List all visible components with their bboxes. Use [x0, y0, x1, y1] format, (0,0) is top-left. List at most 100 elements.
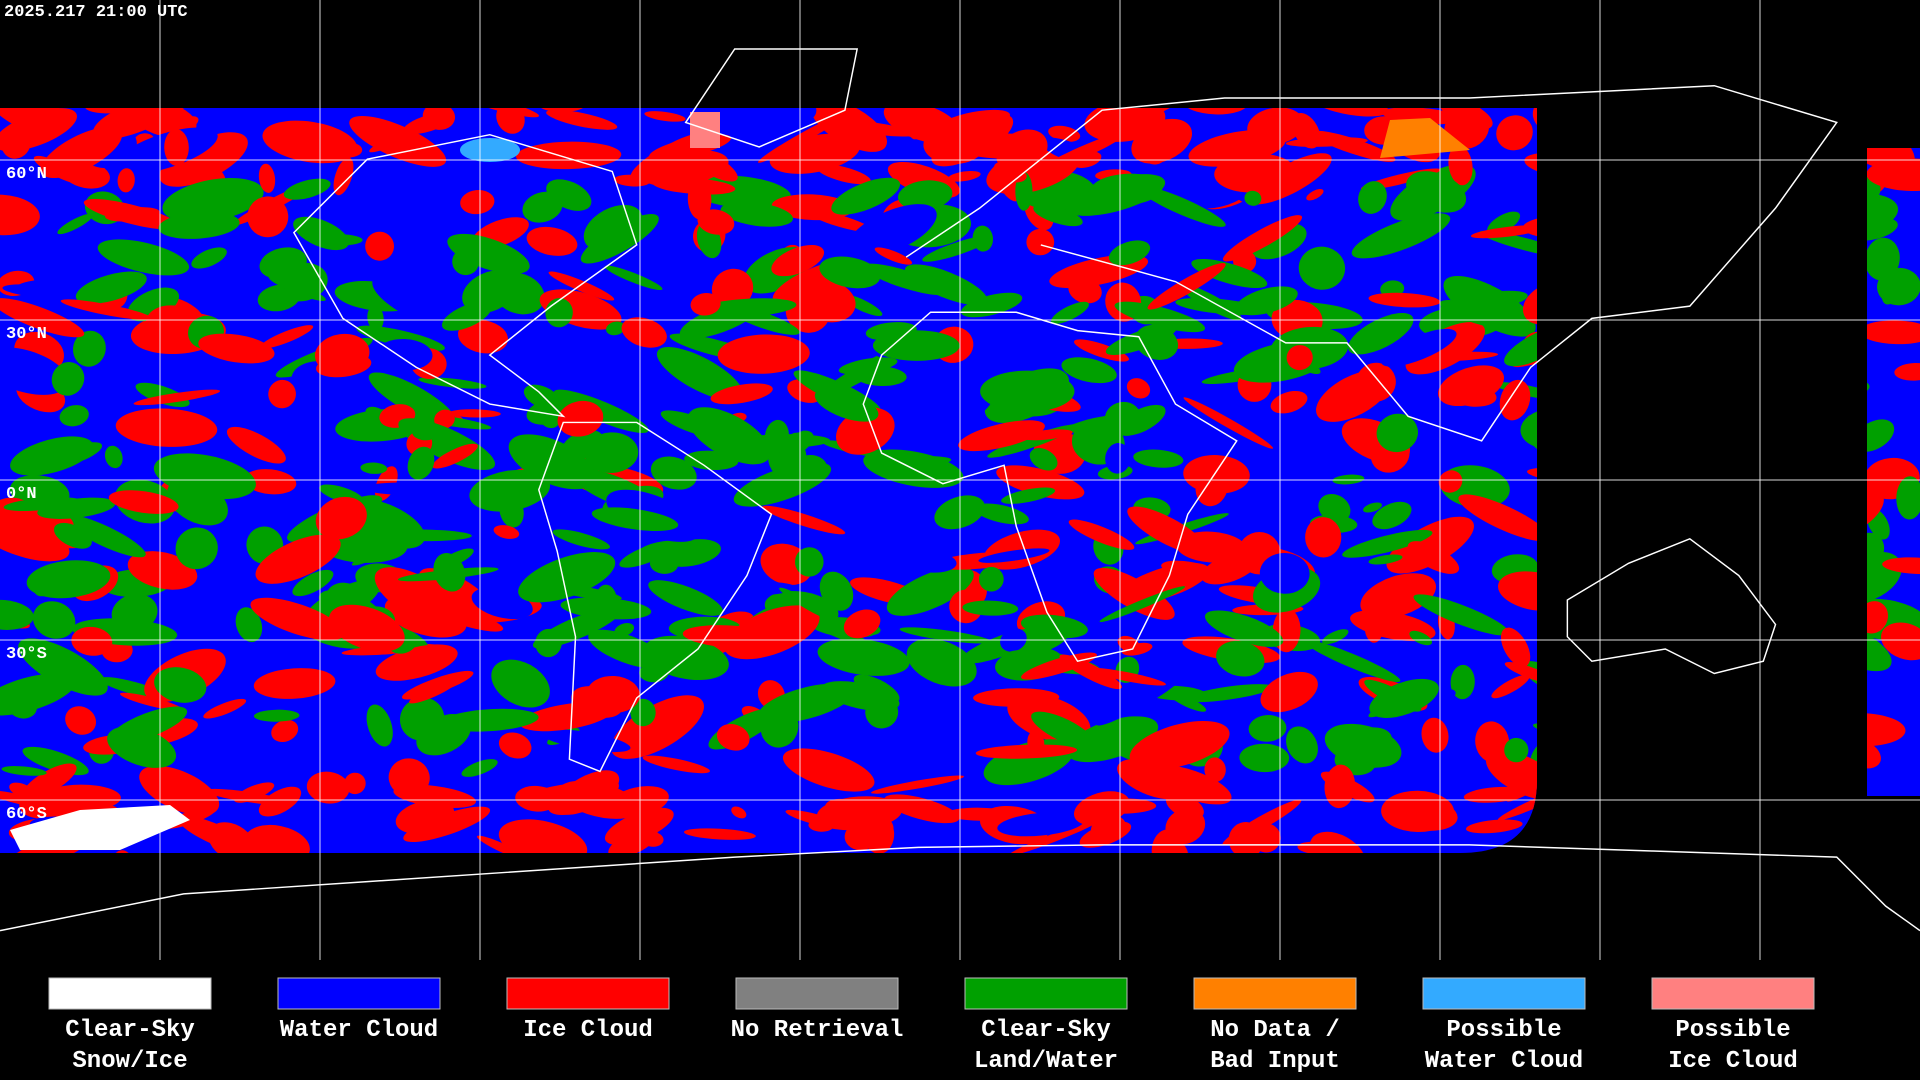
cloud-blob — [619, 541, 675, 568]
cloud-blob — [733, 461, 832, 507]
cloud-blob — [1881, 278, 1902, 305]
cloud-blob — [807, 210, 873, 233]
cloud-blob — [162, 177, 264, 223]
cloud-blob — [1409, 630, 1433, 646]
cloud-blob — [871, 775, 964, 794]
coastline — [684, 48, 859, 148]
cloud-blob — [1438, 108, 1493, 130]
cloud-blob — [650, 456, 697, 490]
cloud-blob — [1358, 181, 1387, 214]
cloud-blob — [1496, 115, 1533, 151]
cloud-blob — [1108, 240, 1151, 266]
cloud-blob — [139, 765, 220, 816]
cloud-blob — [1392, 797, 1458, 831]
cloud-blob — [368, 372, 456, 426]
cloud-blob — [838, 357, 898, 375]
cloud-blob — [60, 299, 152, 320]
coastline — [0, 844, 1920, 932]
cloud-blob — [1244, 190, 1262, 206]
legend-label: Snow/Ice — [72, 1048, 187, 1075]
cloud-blob — [18, 638, 108, 696]
legend-label: Clear-Sky — [65, 1017, 195, 1044]
cloud-blob — [1438, 470, 1463, 493]
cloud-blob — [198, 333, 275, 364]
cloud-blob — [0, 347, 69, 395]
cloud-blob — [115, 408, 218, 447]
cloud-blob — [886, 566, 974, 616]
cloud-blob — [93, 108, 175, 139]
cloud-blob — [158, 211, 240, 239]
legend: Clear-Sky Snow/Ice Water Cloud Ice Cloud No … — [48, 977, 1815, 1075]
legend-label: Bad Input — [1210, 1048, 1340, 1075]
cloud-blob — [1026, 228, 1055, 256]
possible-water — [460, 138, 520, 162]
legend-swatch — [964, 977, 1128, 1010]
cloud-blob — [260, 325, 314, 349]
cloud-blob — [0, 298, 85, 338]
cloud-blob — [268, 276, 326, 301]
cloud-blob — [1126, 378, 1151, 399]
coastline — [1566, 537, 1777, 675]
cloud-blob — [1450, 664, 1475, 700]
cloud-blob — [1239, 743, 1290, 773]
cloud-blob — [407, 446, 435, 480]
cloud-blob — [16, 279, 71, 291]
cloud-blob — [374, 567, 459, 625]
cloud-blob — [262, 120, 358, 164]
cloud-blob — [107, 726, 177, 768]
cloud-blob — [519, 702, 614, 732]
cloud-blob — [164, 129, 189, 166]
cloud-blob — [360, 462, 388, 474]
cloud-blob — [0, 194, 40, 236]
cloud-blob — [1118, 562, 1210, 604]
cloud-blob — [1286, 345, 1313, 371]
legend-label: Clear-Sky — [981, 1017, 1111, 1044]
cloud-blob — [393, 784, 476, 809]
cloud-blob — [75, 271, 147, 304]
cloud-blob — [1088, 667, 1166, 686]
cloud-blob — [1500, 627, 1531, 667]
cloud-blob — [978, 548, 1050, 563]
cloud-blob — [757, 111, 849, 163]
cloud-blob — [458, 319, 508, 354]
cloud-blob — [1129, 720, 1230, 770]
cloud-blob — [1458, 494, 1550, 542]
cloud-blob — [1021, 652, 1097, 680]
cloud-blob — [1439, 290, 1528, 315]
cloud-blob — [922, 235, 993, 262]
legend-label: Water Cloud — [1425, 1048, 1583, 1075]
cloud-blob — [816, 164, 871, 185]
cloud-blob — [498, 819, 588, 853]
cloud-blob — [1303, 639, 1401, 682]
latitude-labels: 60°N 30°N 0°N 30°S 60°S — [6, 165, 47, 824]
timestamp: 2025.217 21:00 UTC — [4, 3, 188, 22]
cloud-blob — [648, 580, 723, 616]
cloud-blob — [1881, 622, 1920, 661]
cloud-blob — [1183, 397, 1274, 449]
cloud-blob — [1311, 130, 1396, 162]
cloud-blob — [1360, 573, 1437, 619]
cloud-blob — [687, 407, 771, 465]
cloud-blob — [711, 268, 754, 309]
cloud-blob — [997, 812, 1085, 837]
cloud-blob — [649, 553, 679, 574]
cloud-blob — [316, 354, 372, 378]
cloud-blob — [1133, 449, 1184, 468]
cloud-blob — [1029, 448, 1058, 471]
cloud-blob — [604, 265, 663, 291]
cloud-blob — [205, 788, 292, 806]
cloud-blob — [441, 301, 492, 331]
cloud-blob — [613, 174, 650, 187]
cloud-blob — [904, 264, 988, 306]
cloud-blob — [794, 547, 824, 577]
cloud-blob — [0, 108, 59, 128]
cloud-blob — [203, 309, 284, 345]
cloud-blob — [255, 534, 341, 584]
cloud-blob — [1096, 673, 1185, 726]
cloud-blob — [1298, 246, 1346, 290]
cloud-blob — [1117, 759, 1189, 800]
cloud-blob — [376, 338, 433, 371]
cloud-blob — [978, 566, 1004, 592]
cloud-blob — [1372, 501, 1412, 530]
cloud-blob — [586, 675, 640, 713]
